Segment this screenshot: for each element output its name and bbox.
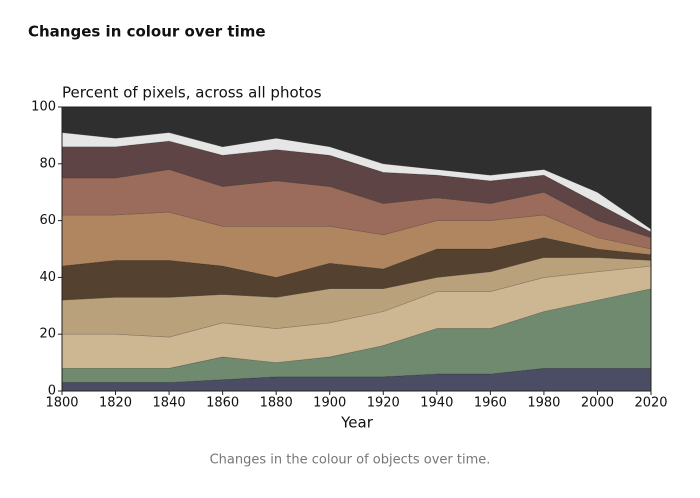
x-tick-label: 1860 (206, 396, 239, 411)
x-tick-label: 1980 (527, 396, 560, 411)
x-tick-label: 1900 (313, 396, 346, 411)
x-tick-label: 1840 (153, 396, 186, 411)
y-tick-label: 60 (39, 213, 56, 228)
caption: Changes in the colour of objects over ti… (210, 453, 491, 468)
y-tick-label: 40 (39, 270, 56, 285)
x-tick-label: 1800 (45, 396, 78, 411)
x-tick-label: 1960 (474, 396, 507, 411)
x-tick-label: 1920 (367, 396, 400, 411)
chart-subtitle: Percent of pixels, across all photos (62, 84, 322, 102)
x-tick-label: 1940 (420, 396, 453, 411)
x-tick-label: 2000 (581, 396, 614, 411)
y-tick-label: 100 (31, 100, 56, 115)
page-title: Changes in colour over time (28, 23, 266, 41)
y-tick-label: 20 (39, 327, 56, 342)
plot-frame (61, 106, 652, 392)
x-tick-label: 1880 (260, 396, 293, 411)
x-axis-label: Year (340, 414, 374, 432)
x-tick-label: 2020 (634, 396, 667, 411)
y-tick-label: 0 (48, 384, 56, 399)
x-tick-label: 1820 (99, 396, 132, 411)
y-tick-label: 80 (39, 156, 56, 171)
